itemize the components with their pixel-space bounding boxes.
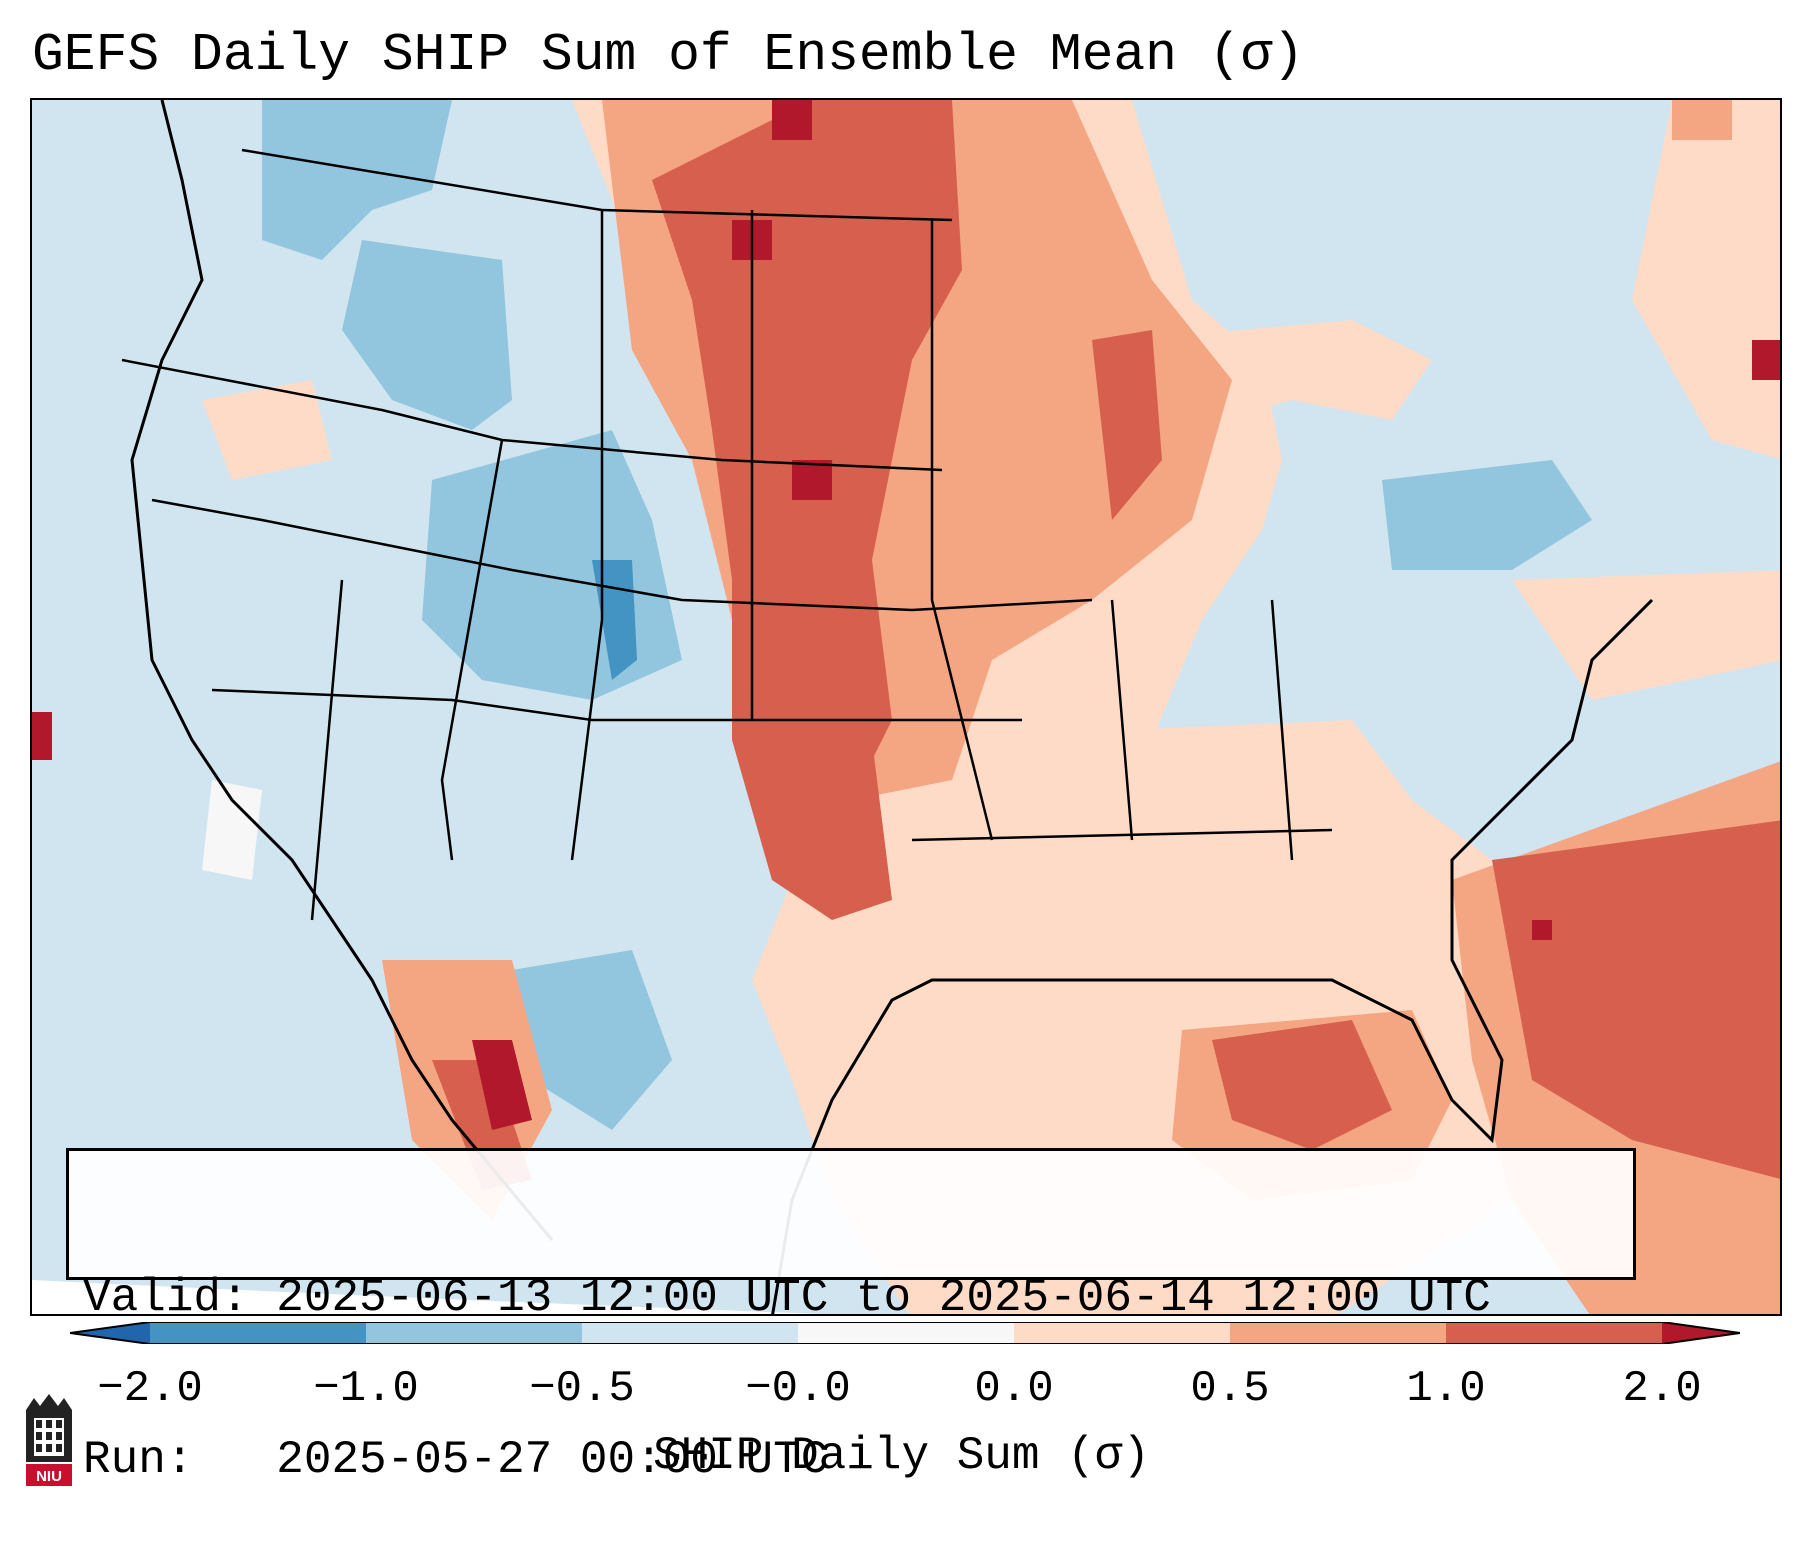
field-region-darkred-atlantic — [1532, 920, 1552, 940]
field-region-blue-pennsylvania — [1382, 460, 1592, 570]
field-region-blue-pacnw — [262, 100, 452, 260]
field-region-darkred-pacific — [32, 712, 52, 760]
colorbar-tick-label: 2.0 — [1622, 1364, 1702, 1414]
field-region-darkred-newengland — [1752, 340, 1780, 380]
colorbar-bin-2 — [366, 1322, 582, 1344]
colorbar-tick-label: −0.0 — [745, 1364, 851, 1414]
field-region-lightred-oregon — [202, 380, 332, 480]
colorbar-bin-1 — [150, 1322, 366, 1344]
validity-info-box: Valid: 2025-06-13 12:00 UTC to 2025-06-1… — [66, 1148, 1636, 1486]
map-panel — [30, 98, 1782, 1316]
map-title: GEFS Daily SHIP Sum of Ensemble Mean (σ) — [32, 25, 1305, 85]
colorbar-tick-label: −2.0 — [97, 1364, 203, 1414]
colorbar-tick-label: 0.0 — [974, 1364, 1054, 1414]
state-boundaries — [121, 148, 1333, 921]
colorbar — [70, 1322, 1740, 1344]
field-region-darkred-south-dakota — [792, 460, 832, 500]
field-region-blue-idaho — [342, 240, 512, 430]
colorbar-bin-7 — [1446, 1322, 1662, 1344]
field-region-white-pacific — [202, 780, 262, 880]
field-region-darkred-north-dakota — [772, 100, 812, 140]
field-region-blue-mexico — [512, 950, 672, 1130]
niu-logo-icon: NIU — [26, 1394, 72, 1486]
projection-edge — [32, 1280, 823, 1314]
colorbar-extend-low — [70, 1322, 150, 1344]
colorbar-tick-label: −1.0 — [313, 1364, 419, 1414]
field-region-red-lake-michigan — [1092, 330, 1162, 520]
field-region-red-atlantic — [1492, 820, 1780, 1179]
colorbar-bin-6 — [1230, 1322, 1446, 1344]
colorbar-label: SHIP Daily Sum (σ) — [653, 1430, 1150, 1482]
valid-time-text: Valid: 2025-06-13 12:00 UTC to 2025-06-1… — [83, 1272, 1491, 1324]
logo-text: NIU — [36, 1468, 62, 1485]
field-region-midred-quebec — [1672, 100, 1732, 140]
colorbar-tick-label: −0.5 — [529, 1364, 635, 1414]
run-time-text: Run: 2025-05-27 00:00 UTC — [83, 1434, 829, 1486]
field-region-lightred-newengland — [1632, 100, 1780, 459]
field-region-red-gulf — [1212, 1020, 1392, 1150]
ship-field-map — [32, 100, 1780, 1314]
colorbar-tick-label: 0.5 — [1190, 1364, 1270, 1414]
atlantic-gulf-coastline — [771, 598, 1654, 1314]
colorbar-tick-label: 1.0 — [1406, 1364, 1486, 1414]
colorbar-extend-high — [1662, 1322, 1740, 1344]
colorbar-bin-5 — [1014, 1322, 1230, 1344]
colorbar-bin-4 — [798, 1322, 1014, 1344]
colorbar-bin-3 — [582, 1322, 798, 1344]
field-region-lightred-atlantic-north — [1512, 570, 1780, 700]
pacific-coastline — [130, 100, 554, 1241]
field-region-darkred-mexico — [472, 1040, 532, 1130]
field-region-red-oklahoma — [732, 740, 892, 920]
